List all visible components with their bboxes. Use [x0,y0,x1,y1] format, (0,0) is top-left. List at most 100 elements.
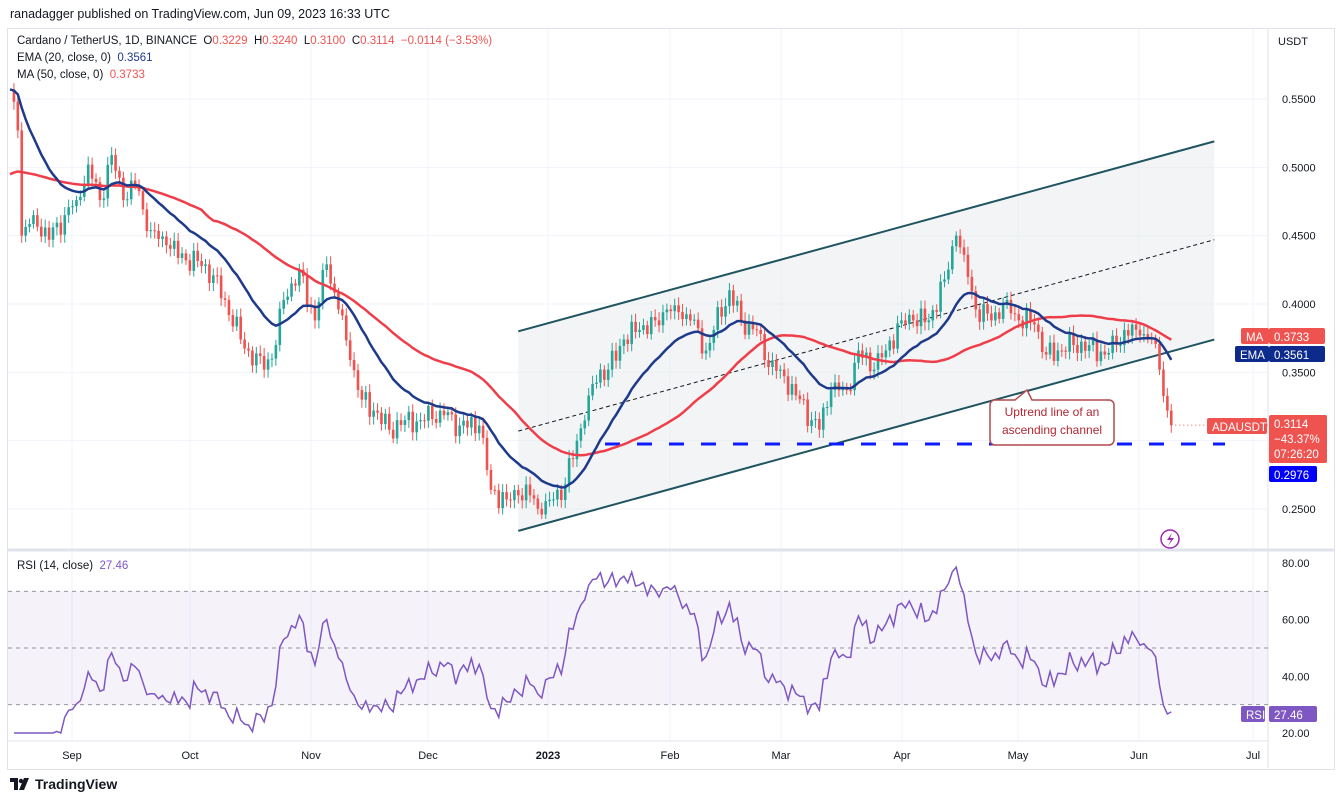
symbol-title[interactable]: Cardano / TetherUS, 1D, BINANCE [17,35,198,47]
ema-name-tag [1235,346,1269,362]
candle-body [821,407,825,430]
candle-body [235,316,239,327]
candle-body [767,360,770,368]
candle-body [732,290,735,306]
candle-body [118,170,121,178]
candle-body [814,419,817,421]
candle-body [951,246,954,270]
candle-body [219,275,223,299]
candle-body [1005,299,1009,304]
candle-body [1025,309,1028,329]
ma-legend[interactable]: MA (50, close, 0) 0.3733 [17,69,145,81]
candle-body [661,312,665,326]
rsi-legend[interactable]: RSI (14, close) 27.46 [17,560,129,572]
candle-body [864,352,868,358]
candle-body [1029,309,1032,323]
candle-body [739,300,743,321]
candle-body [790,383,794,395]
candle-body [1080,341,1083,353]
ma-name-tag [1241,328,1269,344]
candle-body [653,317,657,321]
candle-body [896,323,899,349]
candle-body [626,339,630,345]
candle-body [356,370,360,391]
candle-body [208,264,211,283]
candle-body [1072,333,1075,345]
candle-body [825,407,829,409]
candle-body [434,419,438,423]
candle-body [782,369,786,377]
candle-body [544,501,547,515]
candle-body [39,226,43,237]
candle-body [423,420,426,422]
candle-body [329,264,332,284]
candle-body [321,270,325,302]
channel-fill [518,141,1215,531]
candle-body [204,264,207,266]
candle-body [258,353,262,357]
candle-body [192,250,196,271]
candle-body [638,329,641,333]
candle-body [958,235,962,248]
candle-body [622,339,626,346]
candle-body [591,383,594,396]
support-price-tag [1269,466,1317,482]
candle-body [528,484,532,496]
candle-body [556,489,559,500]
candle-body [606,369,610,380]
rsi-line [13,565,1172,735]
candle-body [720,307,723,317]
candle-body [888,340,892,351]
candle-body [685,314,688,320]
price-tick-label: 0.5500 [1282,94,1316,106]
rsi-value-tag [1269,706,1317,722]
rsi-name-tag [1241,706,1265,722]
candle-body [227,299,231,316]
candle-body [286,296,289,300]
candle-body [67,207,70,216]
candle-body [689,314,692,321]
candle-body [24,226,27,236]
candle-body [892,340,895,349]
candle-body [12,89,16,102]
candle-body [786,376,790,395]
candle-body [1037,324,1040,332]
candle-body [141,191,145,210]
candle-body [673,305,676,312]
candle-body [32,215,35,225]
candle-body [489,469,493,490]
candle-body [387,413,391,430]
candle-body [415,421,418,433]
candle-body [747,322,751,335]
candle-body [665,309,669,313]
candle-body [657,320,661,326]
candle-body [646,325,649,335]
candle-body [114,155,117,171]
candle-body [603,369,606,380]
tradingview-logo[interactable]: TradingView [10,776,117,792]
ema-legend[interactable]: EMA (20, close, 0) 0.3561 [17,52,153,64]
candle-body [188,260,192,271]
candle-body [133,180,137,186]
candle-body [567,458,571,485]
candle-body [978,309,981,322]
candle-body [614,350,618,361]
candle-body [239,316,242,340]
candle-body [493,489,497,491]
candle-body [696,319,700,329]
rsi-tick-label: 40.00 [1282,671,1310,683]
candle-body [325,264,329,271]
candle-body [274,344,278,359]
candle-body [880,353,884,358]
candle-body [755,329,759,331]
candle-body [900,320,903,324]
candle-body [1033,322,1036,325]
candle-body [618,345,622,361]
candle-body [16,101,20,131]
candle-body [270,358,274,360]
symbol-legend: Cardano / TetherUS, 1D, BINANCE O0.3229 … [17,35,493,47]
candle-body [532,495,536,499]
candle-body [505,492,508,500]
